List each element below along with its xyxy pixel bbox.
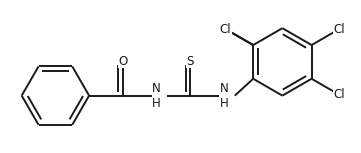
Text: Cl: Cl (219, 22, 231, 35)
Text: Cl: Cl (334, 22, 345, 35)
Text: O: O (118, 55, 127, 68)
Text: N
H: N H (219, 82, 229, 110)
Text: N
H: N H (152, 82, 161, 110)
Text: Cl: Cl (334, 88, 345, 101)
Text: S: S (187, 55, 194, 68)
